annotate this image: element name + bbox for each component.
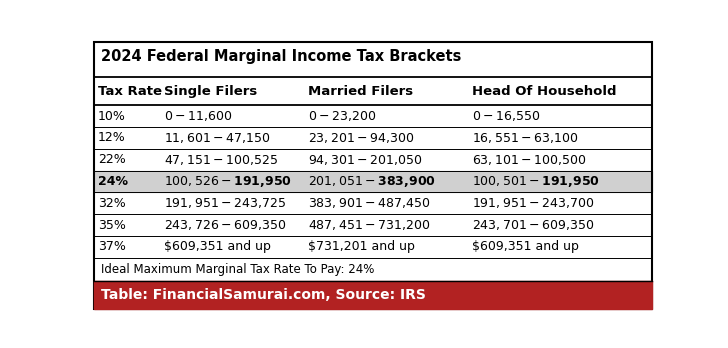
Text: 12%: 12% [98,132,125,144]
Text: $487,451 - $731,200: $487,451 - $731,200 [308,218,430,232]
Text: Tax Rate: Tax Rate [98,85,162,98]
Text: $0 - $23,200: $0 - $23,200 [308,109,376,123]
Text: $47,151 - $100,525: $47,151 - $100,525 [165,153,279,167]
Text: $609,351 and up: $609,351 and up [472,240,579,253]
Text: $63,101 - $100,500: $63,101 - $100,500 [472,153,586,167]
Text: $16,551 - $63,100: $16,551 - $63,100 [472,131,578,145]
Text: 24%: 24% [98,175,128,188]
Text: Table: FinancialSamurai.com, Source: IRS: Table: FinancialSamurai.com, Source: IRS [100,288,425,302]
Bar [94,281,652,309]
Text: 22%: 22% [98,153,125,166]
Text: 35%: 35% [98,219,126,231]
Text: Head Of Household: Head Of Household [472,85,617,98]
Text: 32%: 32% [98,197,125,210]
Bar [94,171,652,192]
Text: $609,351 and up: $609,351 and up [165,240,272,253]
Text: $191,951 - $243,725: $191,951 - $243,725 [165,196,286,210]
Text: $383,901 - $487,450: $383,901 - $487,450 [308,196,430,210]
Text: 37%: 37% [98,240,126,253]
Text: $0 - $16,550: $0 - $16,550 [472,109,540,123]
Text: 2024 Federal Marginal Income Tax Brackets: 2024 Federal Marginal Income Tax Bracket… [100,49,461,64]
Text: Ideal Maximum Marginal Tax Rate To Pay: 24%: Ideal Maximum Marginal Tax Rate To Pay: … [100,263,374,276]
Text: $94,301 - $201,050: $94,301 - $201,050 [308,153,422,167]
Text: $243,726 - $609,350: $243,726 - $609,350 [165,218,287,232]
Text: $201,051 - $383,900: $201,051 - $383,900 [308,174,436,189]
Text: $11,601 - $47,150: $11,601 - $47,150 [165,131,271,145]
Text: $23,201 - $94,300: $23,201 - $94,300 [308,131,415,145]
Text: $100,526 - $191,950: $100,526 - $191,950 [165,174,292,189]
Text: $191,951 - $243,700: $191,951 - $243,700 [472,196,594,210]
Text: Married Filers: Married Filers [308,85,414,98]
Text: $100,501 - $191,950: $100,501 - $191,950 [472,174,600,189]
Text: 10%: 10% [98,110,126,122]
Text: $731,201 and up: $731,201 and up [308,240,415,253]
Text: $0 - $11,600: $0 - $11,600 [165,109,232,123]
Text: $243,701 - $609,350: $243,701 - $609,350 [472,218,594,232]
Text: Single Filers: Single Filers [165,85,258,98]
